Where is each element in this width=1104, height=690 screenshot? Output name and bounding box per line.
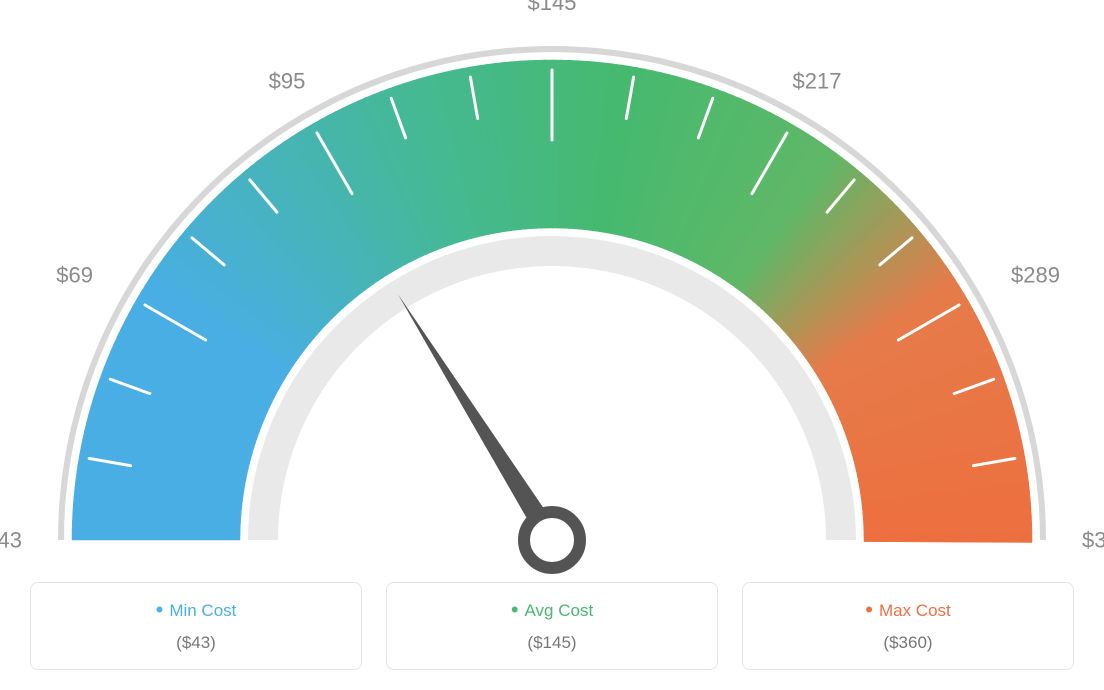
legend-value-max: ($360) <box>753 633 1063 653</box>
legend-value-min: ($43) <box>41 633 351 653</box>
legend-title-max: Max Cost <box>753 597 1063 623</box>
svg-text:$217: $217 <box>793 69 842 94</box>
svg-text:$145: $145 <box>528 0 577 15</box>
legend-card-max: Max Cost ($360) <box>742 582 1074 670</box>
legend-card-min: Min Cost ($43) <box>30 582 362 670</box>
needle-hub <box>524 512 580 568</box>
svg-text:$43: $43 <box>0 528 22 553</box>
legend-row: Min Cost ($43) Avg Cost ($145) Max Cost … <box>0 582 1104 670</box>
svg-text:$69: $69 <box>56 263 93 288</box>
svg-text:$289: $289 <box>1011 263 1060 288</box>
legend-value-avg: ($145) <box>397 633 707 653</box>
svg-text:$360: $360 <box>1082 528 1104 553</box>
svg-text:$95: $95 <box>269 69 306 94</box>
needle <box>398 294 561 546</box>
gauge-chart: $43 $69 $95 $145 $217 $289 $360 <box>0 0 1104 580</box>
legend-title-min: Min Cost <box>41 597 351 623</box>
legend-title-avg: Avg Cost <box>397 597 707 623</box>
legend-card-avg: Avg Cost ($145) <box>386 582 718 670</box>
cost-gauge-widget: $43 $69 $95 $145 $217 $289 $360 Min Cost ($43)… <box>0 0 1104 690</box>
